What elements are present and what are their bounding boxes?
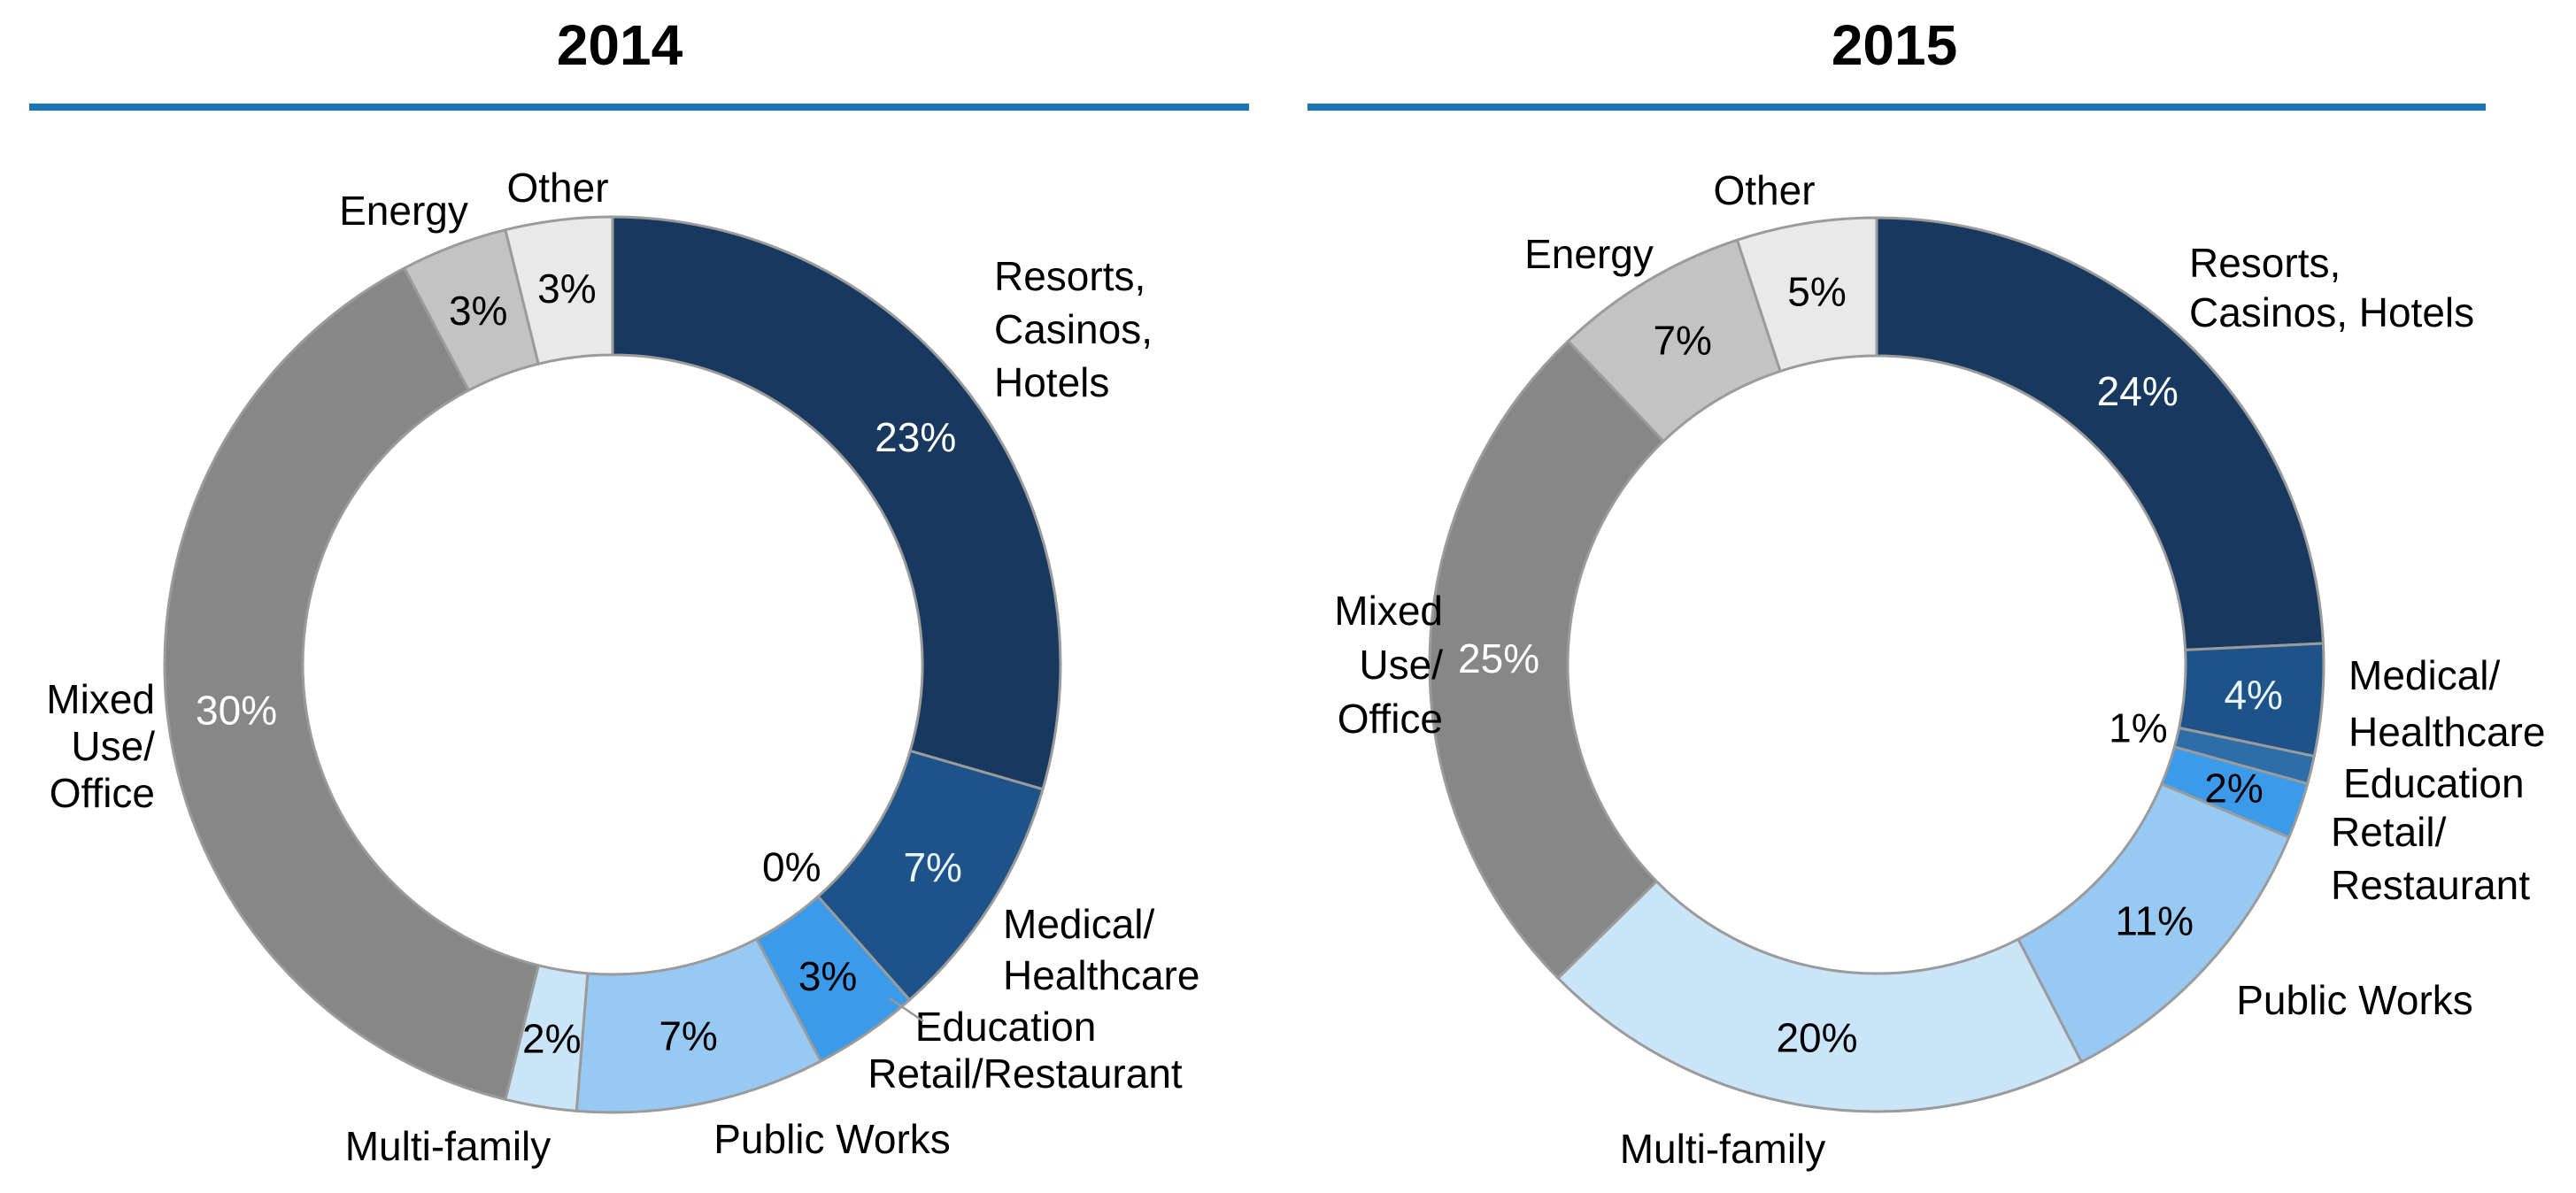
- category-label-retail-restaurant: Retail/Restaurant: [868, 1051, 1183, 1097]
- value-label-resorts-casinos-hotels: 24%: [2097, 368, 2179, 414]
- category-label-other: Other: [506, 165, 608, 211]
- leader-line: [889, 997, 924, 1023]
- value-label-medical-healthcare: 7%: [903, 844, 961, 890]
- category-label-multi-family: Multi-family: [345, 1123, 551, 1169]
- chart-title-2014: 2014: [557, 13, 683, 77]
- value-label-education: 0%: [762, 843, 821, 889]
- category-label-energy: Energy: [1524, 231, 1654, 277]
- category-label-education: Education: [915, 1004, 1097, 1050]
- slice-resorts-casinos-hotels: [611, 215, 1062, 791]
- slice-multi-family: [1556, 880, 2083, 1113]
- category-label-medical-healthcare: Healthcare: [1003, 952, 1199, 998]
- value-label-public-works: 7%: [659, 1012, 717, 1058]
- value-label-mixed-use-office: 30%: [196, 688, 277, 734]
- value-label-public-works: 11%: [2115, 898, 2194, 944]
- chart-title-2015: 2015: [1832, 13, 1957, 77]
- category-label-resorts-casinos-hotels: Resorts,: [2189, 240, 2341, 286]
- category-label-medical-healthcare: Medical/: [1003, 901, 1155, 947]
- value-label-medical-healthcare: 4%: [2224, 672, 2282, 718]
- category-label-mixed-use-office: Use/: [71, 723, 155, 769]
- category-label-multi-family: Multi-family: [1620, 1126, 1826, 1172]
- value-label-energy: 3%: [449, 288, 507, 334]
- category-label-resorts-casinos-hotels: Resorts,: [994, 253, 1145, 299]
- category-label-mixed-use-office: Use/: [1359, 642, 1443, 688]
- donut-chart-2015: 24% Resorts,Casinos, Hotels 4% Medical/Heal…: [1334, 167, 2545, 1172]
- category-label-resorts-casinos-hotels: Hotels: [994, 359, 1109, 405]
- category-label-resorts-casinos-hotels: Casinos, Hotels: [2189, 289, 2474, 335]
- value-label-energy: 7%: [1653, 318, 1711, 364]
- value-label-resorts-casinos-hotels: 23%: [875, 414, 956, 460]
- slice-resorts-casinos-hotels: [1875, 216, 2325, 651]
- category-label-retail-restaurant: Restaurant: [2331, 862, 2530, 908]
- category-label-mixed-use-office: Mixed: [46, 676, 155, 722]
- category-label-mixed-use-office: Office: [1338, 696, 1443, 742]
- category-label-mixed-use-office: Office: [50, 770, 155, 816]
- category-label-retail-restaurant: Retail/: [2331, 809, 2447, 855]
- category-label-medical-healthcare: Medical/: [2348, 652, 2501, 698]
- donut-chart-2014: 23% Resorts, Casinos, Hotels 7% Medical/Healt…: [46, 165, 1199, 1169]
- value-label-other: 5%: [1787, 268, 1846, 314]
- category-label-public-works: Public Works: [2236, 977, 2473, 1023]
- category-label-other: Other: [1713, 167, 1815, 213]
- category-label-mixed-use-office: Mixed: [1334, 588, 1443, 634]
- slice-other: [504, 215, 614, 366]
- value-label-other: 3%: [537, 266, 596, 312]
- value-label-multi-family: 2%: [522, 1016, 581, 1062]
- category-label-resorts-casinos-hotels: Casinos,: [994, 306, 1153, 352]
- value-label-multi-family: 20%: [1776, 1015, 1857, 1061]
- value-label-retail-restaurant: 3%: [798, 953, 857, 999]
- title-underline-2015: [1307, 104, 2486, 111]
- category-label-energy: Energy: [339, 188, 468, 234]
- value-label-education: 1%: [2109, 705, 2167, 751]
- value-label-retail-restaurant: 2%: [2204, 766, 2263, 812]
- slice-mixed-use-office: [163, 266, 540, 1101]
- category-label-public-works: Public Works: [713, 1116, 951, 1162]
- value-label-mixed-use-office: 25%: [1458, 635, 1539, 681]
- slice-other: [1735, 216, 1878, 373]
- slice-mixed-use-office: [1428, 340, 1665, 980]
- category-label-education: Education: [2343, 760, 2525, 806]
- category-label-medical-healthcare: Healthcare: [2348, 709, 2545, 755]
- title-underline-2014: [29, 104, 1249, 111]
